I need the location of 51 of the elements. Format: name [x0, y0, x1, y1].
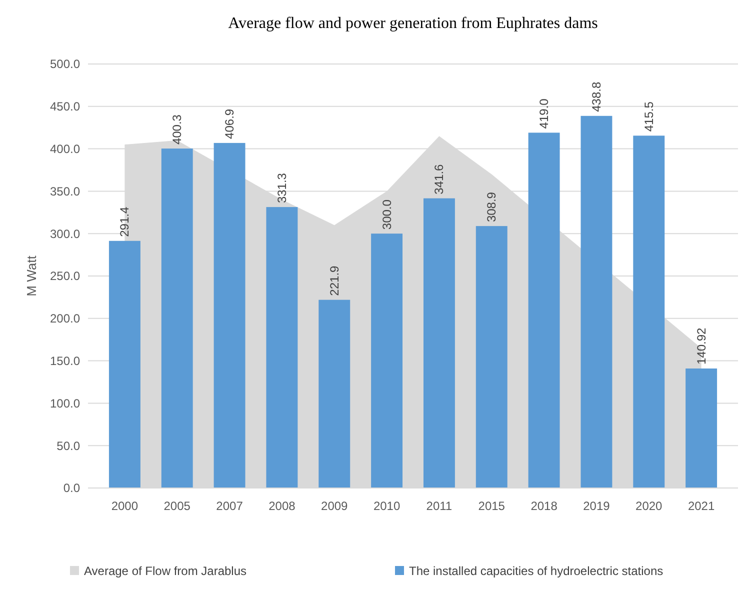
- data-label: 438.8: [589, 82, 604, 112]
- x-tick-label: 2019: [583, 499, 610, 513]
- x-tick-label: 2007: [216, 499, 244, 513]
- x-tick-label: 2008: [268, 499, 296, 513]
- x-tick-label: 2021: [688, 499, 715, 513]
- x-tick-label: 2011: [426, 499, 452, 513]
- bar: [371, 234, 403, 488]
- data-label: 291.4: [118, 206, 132, 237]
- y-tick-label: 150.0: [50, 354, 80, 368]
- data-label: 300.0: [380, 199, 394, 230]
- bar: [686, 368, 718, 488]
- bar: [214, 142, 246, 488]
- legend-label: Average of Flow from Jarablus: [84, 564, 247, 578]
- y-tick-label: 50.0: [56, 438, 80, 453]
- x-tick-label: 2009: [321, 499, 348, 513]
- bar: [161, 148, 193, 488]
- data-label: 341.6: [432, 164, 446, 194]
- data-label: 308.9: [484, 192, 499, 222]
- bar: [528, 132, 560, 488]
- bar: [633, 136, 665, 488]
- y-tick-label: 100.0: [50, 396, 80, 410]
- bar: [476, 226, 508, 488]
- data-label: 140.92: [694, 327, 708, 364]
- y-tick-label: 450.0: [50, 100, 80, 114]
- legend-label: The installed capacities of hydroelectric stations: [409, 564, 664, 578]
- y-tick-label: 350.0: [50, 184, 80, 198]
- x-tick-label: 2010: [373, 499, 400, 513]
- data-label: 400.3: [170, 114, 184, 145]
- x-tick-label: 2000: [111, 499, 138, 513]
- bar: [318, 300, 350, 488]
- bar: [108, 240, 140, 488]
- y-tick-label: 200.0: [50, 312, 80, 326]
- bar: [266, 207, 298, 488]
- y-tick-label: 500.0: [50, 57, 80, 72]
- bar: [423, 198, 455, 488]
- y-tick-label: 0.0: [63, 481, 80, 496]
- chart-title: Average flow and power generation from Euphrates dams: [228, 15, 598, 32]
- y-tick-label: 400.0: [50, 142, 80, 156]
- x-tick-label: 2015: [478, 499, 506, 513]
- y-axis-title: M Watt: [24, 255, 39, 296]
- data-label: 419.0: [537, 98, 552, 129]
- data-label: 221.9: [327, 265, 342, 296]
- x-tick-label: 2005: [164, 499, 191, 513]
- bar: [580, 116, 612, 488]
- y-tick-label: 250.0: [50, 269, 80, 284]
- data-label: 415.5: [642, 101, 656, 132]
- x-tick-label: 2020: [636, 499, 663, 513]
- x-tick-label: 2018: [530, 499, 558, 513]
- y-tick-label: 300.0: [50, 226, 80, 241]
- data-label: 331.3: [274, 172, 289, 204]
- data-label: 406.9: [222, 108, 237, 139]
